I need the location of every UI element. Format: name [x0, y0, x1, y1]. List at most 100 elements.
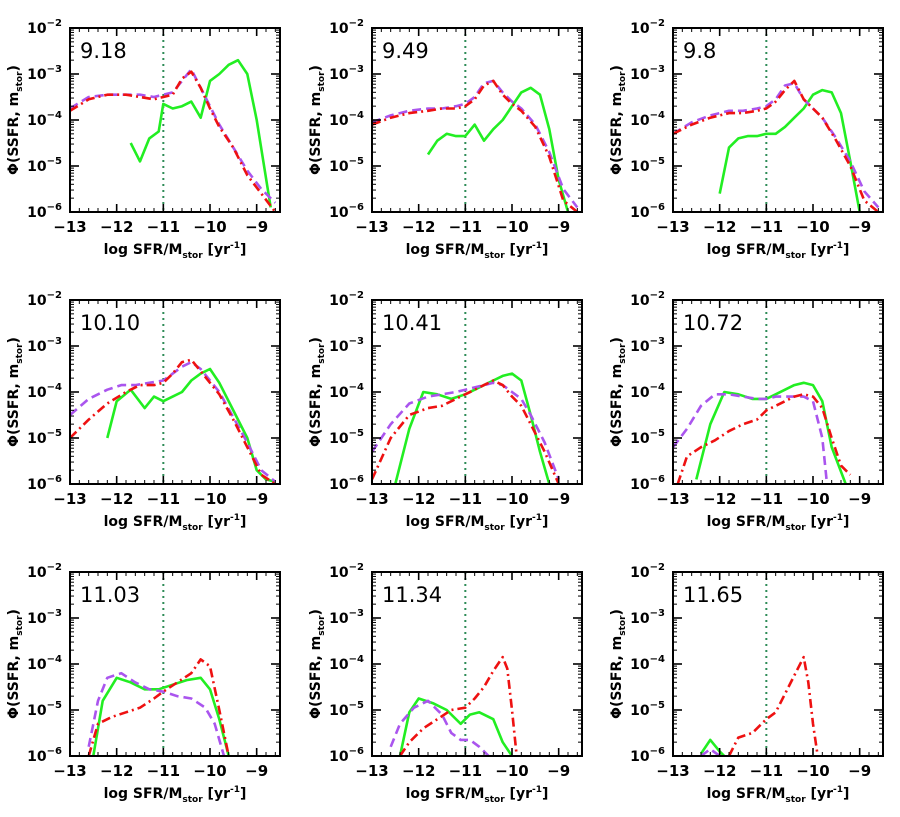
panel-7: −13 −12 −11 −10 −9 10−6 10−5 10−4 10−3 10−2 11.03 Φ…	[6, 562, 281, 805]
series-line-red	[398, 655, 518, 756]
y-tick-label: 10−5	[630, 428, 665, 447]
panel-3: −13 −12 −11 −10 −9 10−6 10−5 10−4 10−3 10−2 9.8 Φ(S…	[609, 18, 884, 261]
y-tick-label: 10−3	[27, 64, 62, 83]
x-tick-label: −11	[750, 762, 783, 780]
series-line-purple	[389, 699, 490, 756]
y-tick-label: 10−4	[329, 382, 364, 401]
x-tick-label: −13	[355, 490, 388, 508]
x-tick-label: −10	[495, 762, 528, 780]
series-line-purple	[70, 360, 277, 483]
x-axis-label: log SFR/Mstor [yr-1]	[104, 241, 247, 261]
x-tick-label: −9	[848, 490, 871, 508]
y-tick-label: 10−3	[329, 336, 364, 355]
x-tick-label: −11	[449, 218, 482, 236]
panel-title: 9.8	[683, 39, 716, 63]
x-tick-label: −12	[402, 490, 435, 508]
x-tick-label: −11	[147, 490, 180, 508]
y-tick-label: 10−2	[27, 290, 62, 309]
y-tick-label: 10−6	[329, 202, 364, 221]
x-tick-label: −12	[703, 762, 736, 780]
y-tick-label: 10−4	[27, 382, 62, 401]
x-tick-label: −12	[100, 762, 133, 780]
series-line-purple	[372, 381, 560, 480]
panel-title: 9.49	[382, 39, 429, 63]
x-tick-label: −10	[796, 762, 829, 780]
x-tick-label: −12	[100, 490, 133, 508]
y-tick-label: 10−4	[329, 110, 364, 129]
y-axis-label: Φ(SSFR, mstor)	[609, 337, 628, 447]
y-tick-label: 10−2	[329, 290, 364, 309]
x-tick-label: −13	[656, 490, 689, 508]
panel-8: −13 −12 −11 −10 −9 10−6 10−5 10−4 10−3 10−2 11.34 Φ…	[308, 562, 583, 805]
series-line-red	[70, 358, 277, 484]
x-tick-label: −13	[53, 762, 86, 780]
y-tick-label: 10−2	[329, 18, 364, 37]
panel-title: 11.65	[683, 583, 743, 607]
series-line-green	[398, 697, 514, 756]
x-tick-label: −9	[547, 218, 570, 236]
y-tick-label: 10−6	[630, 746, 665, 765]
y-tick-label: 10−3	[27, 608, 62, 627]
x-tick-label: −9	[245, 218, 268, 236]
y-tick-label: 10−2	[630, 290, 665, 309]
series-line-green	[92, 676, 230, 756]
series-line-purple	[673, 392, 829, 484]
series-line-red	[372, 379, 560, 484]
series-line-purple	[700, 747, 721, 756]
y-tick-label: 10−5	[329, 700, 364, 719]
y-tick-label: 10−3	[27, 336, 62, 355]
x-tick-label: −9	[848, 218, 871, 236]
x-tick-label: −9	[547, 490, 570, 508]
y-tick-label: 10−2	[630, 562, 665, 581]
x-tick-label: −9	[547, 762, 570, 780]
x-axis-label: log SFR/Mstor [yr-1]	[104, 785, 247, 805]
y-axis-label: Φ(SSFR, mstor)	[6, 609, 25, 719]
y-tick-label: 10−6	[27, 746, 62, 765]
panel-title: 11.34	[382, 583, 442, 607]
y-tick-label: 10−4	[630, 110, 665, 129]
y-tick-label: 10−5	[329, 428, 364, 447]
x-tick-label: −10	[193, 218, 226, 236]
x-tick-label: −11	[449, 490, 482, 508]
x-axis-label: log SFR/Mstor [yr-1]	[707, 785, 850, 805]
x-tick-label: −11	[147, 218, 180, 236]
y-tick-label: 10−3	[630, 64, 665, 83]
y-tick-label: 10−6	[630, 474, 665, 493]
panel-1: −13 −12 −11 −10 −9 10−6 10−5 10−4 10−3 10−2 9.18 Φ(…	[6, 18, 281, 261]
series-line-purple	[372, 79, 579, 209]
series-line-red	[676, 392, 852, 484]
x-axis-label: log SFR/Mstor [yr-1]	[707, 241, 850, 261]
x-tick-label: −11	[147, 762, 180, 780]
y-tick-label: 10−3	[630, 608, 665, 627]
series-line-red	[87, 658, 230, 756]
y-tick-label: 10−6	[329, 474, 364, 493]
panel-title: 10.41	[382, 311, 442, 335]
x-tick-label: −13	[53, 218, 86, 236]
series-line-green	[129, 58, 272, 208]
series-line-green	[394, 372, 551, 484]
y-tick-label: 10−4	[630, 382, 665, 401]
x-axis-label: log SFR/Mstor [yr-1]	[707, 513, 850, 533]
y-tick-label: 10−5	[329, 156, 364, 175]
x-tick-label: −12	[100, 218, 133, 236]
y-tick-label: 10−4	[27, 654, 62, 673]
y-axis-label: Φ(SSFR, mstor)	[308, 609, 327, 719]
x-tick-label: −13	[53, 490, 86, 508]
y-tick-label: 10−2	[27, 562, 62, 581]
y-tick-label: 10−6	[630, 202, 665, 221]
x-tick-label: −12	[402, 218, 435, 236]
x-tick-label: −13	[355, 762, 388, 780]
y-axis-label: Φ(SSFR, mstor)	[6, 337, 25, 447]
y-tick-label: 10−2	[329, 562, 364, 581]
x-axis-label: log SFR/Mstor [yr-1]	[406, 513, 549, 533]
series-line-green	[718, 88, 861, 212]
y-axis-label: Φ(SSFR, mstor)	[609, 65, 628, 175]
series-line-green	[695, 381, 847, 484]
y-tick-label: 10−4	[630, 654, 665, 673]
x-tick-label: −9	[245, 490, 268, 508]
x-tick-label: −10	[495, 218, 528, 236]
panel-title: 11.03	[80, 583, 140, 607]
y-tick-label: 10−3	[329, 64, 364, 83]
series-line-purple	[673, 81, 880, 209]
